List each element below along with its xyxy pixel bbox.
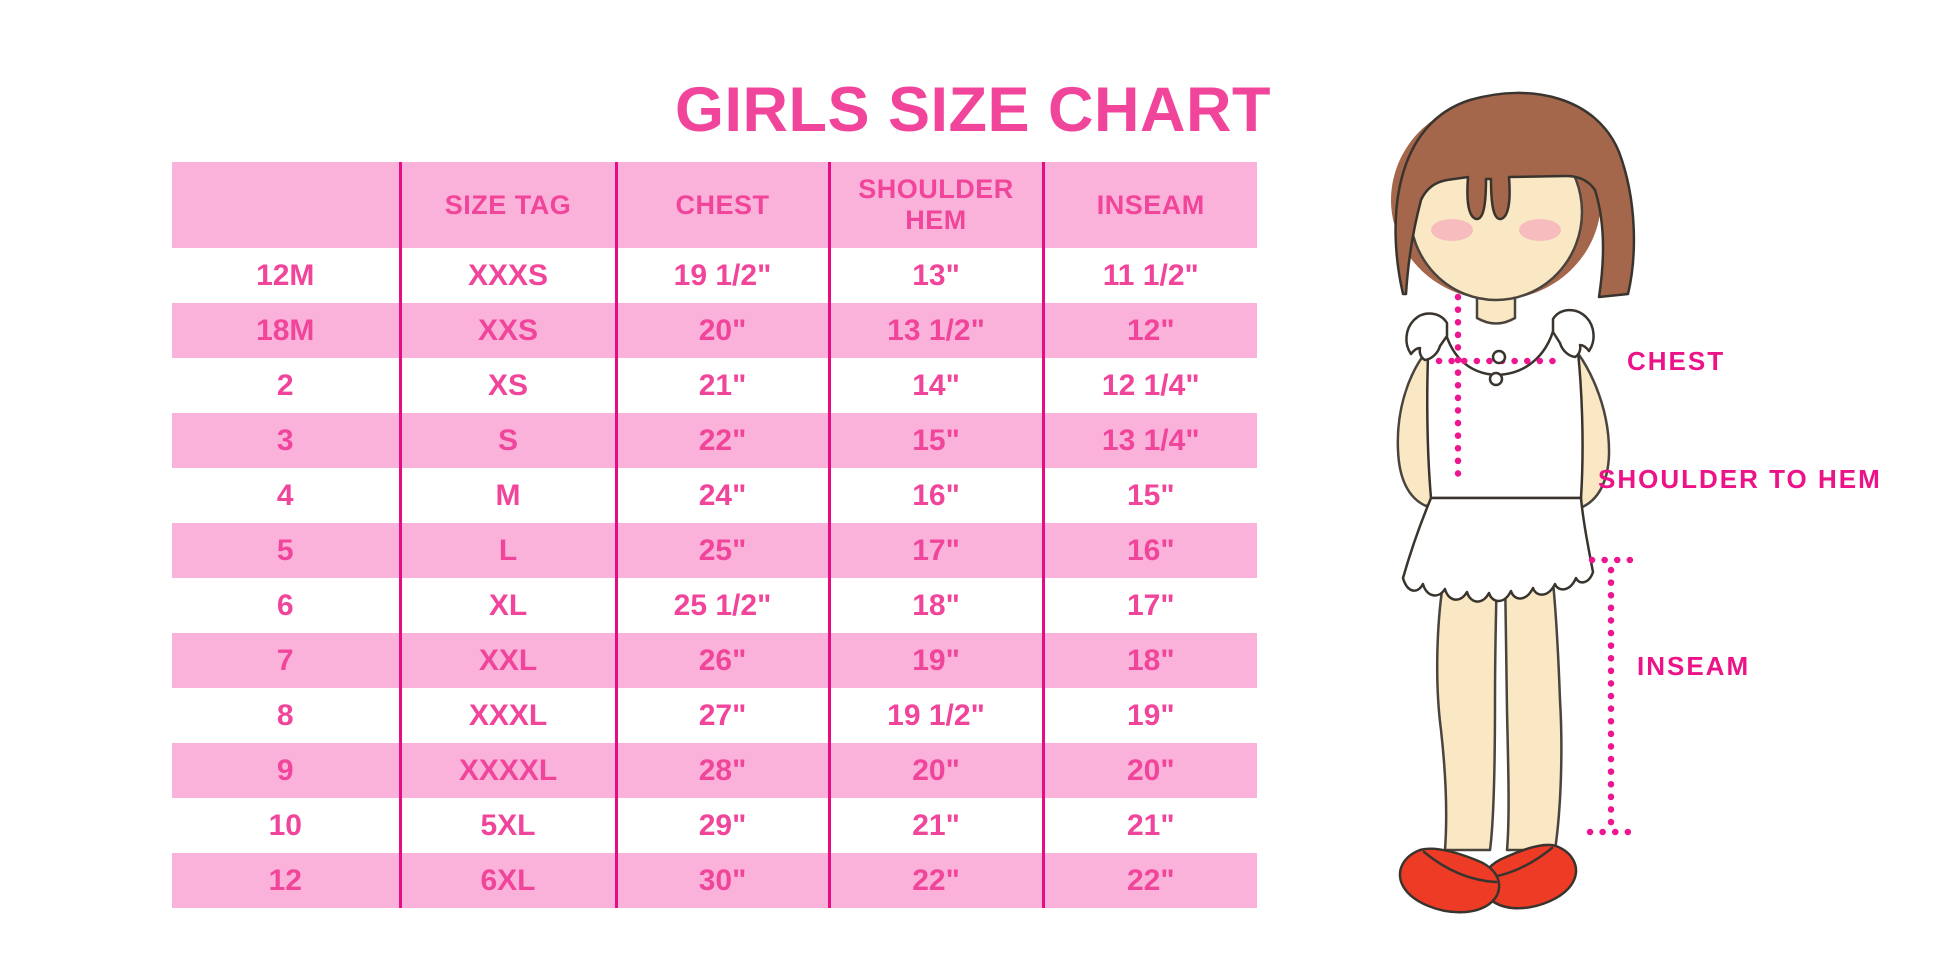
table-row: 7 XXL 26" 19" 18" bbox=[172, 633, 1257, 688]
cell-shoulder-hem: 17" bbox=[829, 523, 1045, 578]
cell-chest: 19 1/2" bbox=[616, 248, 831, 303]
leg-right bbox=[1503, 570, 1563, 852]
leg-left bbox=[1435, 570, 1499, 852]
table-row: 2 XS 21" 14" 12 1/4" bbox=[172, 358, 1257, 413]
bodice bbox=[1426, 317, 1584, 500]
cell-size: 3 bbox=[172, 413, 402, 468]
shoulder-to-hem-label: SHOULDER TO HEM bbox=[1598, 464, 1882, 494]
cell-size-tag: 6XL bbox=[400, 853, 618, 908]
cell-inseam: 19" bbox=[1126, 698, 1175, 732]
cell-inseam: 20" bbox=[1126, 753, 1175, 787]
inseam-label: INSEAM bbox=[1637, 651, 1750, 681]
table-header-row: SIZE TAG CHEST SHOULDER HEM INSEAM bbox=[172, 162, 1257, 248]
table-row: 18M XXS 20" 13 1/2" 12" bbox=[172, 303, 1257, 358]
skirt bbox=[1401, 496, 1595, 603]
table-row: 5 L 25" 17" 16" bbox=[172, 523, 1257, 578]
cell-chest: 27" bbox=[616, 688, 831, 743]
chest-label: CHEST bbox=[1627, 346, 1725, 376]
table-row: 3 S 22" 15" 13 1/4" bbox=[172, 413, 1257, 468]
cell-chest: 20" bbox=[616, 303, 831, 358]
cell-shoulder-hem: 14" bbox=[829, 358, 1045, 413]
size-chart-table: SIZE TAG CHEST SHOULDER HEM INSEAM 12M X… bbox=[172, 162, 1257, 908]
cell-size-tag: S bbox=[400, 413, 618, 468]
cell-chest: 22" bbox=[616, 413, 831, 468]
blush-right-cheek bbox=[1519, 219, 1561, 241]
cell-shoulder-hem: 19" bbox=[829, 633, 1045, 688]
cell-size-tag: XXXS bbox=[400, 248, 618, 303]
cell-inseam: 22" bbox=[1126, 863, 1175, 897]
header-cell-inseam: INSEAM bbox=[1096, 189, 1205, 220]
cell-size: 10 bbox=[172, 798, 402, 853]
table-row: 12M XXXS 19 1/2" 13" 11 1/2" bbox=[172, 248, 1257, 303]
cell-chest: 25" bbox=[616, 523, 831, 578]
cell-shoulder-hem: 16" bbox=[829, 468, 1045, 523]
cell-size-tag: XXXXL bbox=[400, 743, 618, 798]
table-row: 4 M 24" 16" 15" bbox=[172, 468, 1257, 523]
cell-size: 12M bbox=[172, 248, 402, 303]
cell-inseam: 11 1/2" bbox=[1102, 258, 1199, 292]
cell-shoulder-hem: 18" bbox=[829, 578, 1045, 633]
cell-size-tag: XXXL bbox=[400, 688, 618, 743]
button-bottom bbox=[1488, 371, 1504, 387]
cell-shoulder-hem: 21" bbox=[829, 798, 1045, 853]
cell-shoulder-hem: 20" bbox=[829, 743, 1045, 798]
header-cell-size-tag: SIZE TAG bbox=[400, 162, 618, 248]
header-cell-size bbox=[172, 162, 402, 248]
header-cell-shoulder-hem: SHOULDER HEM bbox=[829, 162, 1045, 248]
page-title: GIRLS SIZE CHART bbox=[674, 75, 1271, 146]
ruffle-left-shoulder bbox=[1405, 312, 1449, 362]
cell-size: 6 bbox=[172, 578, 402, 633]
cell-inseam: 16" bbox=[1126, 533, 1175, 567]
cell-chest: 25 1/2" bbox=[616, 578, 831, 633]
cell-size: 2 bbox=[172, 358, 402, 413]
cell-chest: 24" bbox=[616, 468, 831, 523]
cell-inseam: 15" bbox=[1126, 478, 1175, 512]
cell-shoulder-hem: 19 1/2" bbox=[829, 688, 1045, 743]
cell-chest: 29" bbox=[616, 798, 831, 853]
cell-size: 18M bbox=[172, 303, 402, 358]
cell-inseam: 12 1/4" bbox=[1101, 368, 1200, 402]
cell-size-tag: M bbox=[400, 468, 618, 523]
shoe-left bbox=[1398, 847, 1501, 914]
header-cell-chest: CHEST bbox=[616, 162, 831, 248]
blush-left-cheek bbox=[1431, 219, 1473, 241]
cell-inseam: 13 1/4" bbox=[1101, 423, 1200, 457]
cell-size-tag: L bbox=[400, 523, 618, 578]
cell-inseam: 12" bbox=[1126, 313, 1175, 347]
cell-chest: 28" bbox=[616, 743, 831, 798]
button-top bbox=[1491, 349, 1507, 365]
cell-size: 5 bbox=[172, 523, 402, 578]
cell-size-tag: XS bbox=[400, 358, 618, 413]
cell-inseam: 21" bbox=[1126, 808, 1175, 842]
cell-chest: 21" bbox=[616, 358, 831, 413]
cell-chest: 30" bbox=[616, 853, 831, 908]
table-row: 10 5XL 29" 21" 21" bbox=[172, 798, 1257, 853]
cell-size: 12 bbox=[172, 853, 402, 908]
cell-size-tag: XXL bbox=[400, 633, 618, 688]
cell-size: 4 bbox=[172, 468, 402, 523]
table-row: 12 6XL 30" 22" 22" bbox=[172, 853, 1257, 908]
cell-inseam: 17" bbox=[1126, 588, 1175, 622]
cell-chest: 26" bbox=[616, 633, 831, 688]
girl-measurement-illustration: CHEST SHOULDER TO HEM INSEAM bbox=[1391, 91, 1882, 914]
cell-shoulder-hem: 13 1/2" bbox=[829, 303, 1045, 358]
cell-shoulder-hem: 22" bbox=[829, 853, 1045, 908]
cell-shoulder-hem: 13" bbox=[829, 248, 1045, 303]
table-row: 8 XXXL 27" 19 1/2" 19" bbox=[172, 688, 1257, 743]
table-row: 6 XL 25 1/2" 18" 17" bbox=[172, 578, 1257, 633]
cell-size: 9 bbox=[172, 743, 402, 798]
hair-front bbox=[1394, 91, 1636, 299]
ruffle-right-shoulder bbox=[1551, 308, 1595, 359]
cell-size: 8 bbox=[172, 688, 402, 743]
table-row: 9 XXXXL 28" 20" 20" bbox=[172, 743, 1257, 798]
cell-size-tag: 5XL bbox=[400, 798, 618, 853]
cell-inseam: 18" bbox=[1126, 643, 1175, 677]
cell-size-tag: XXS bbox=[400, 303, 618, 358]
cell-size: 7 bbox=[172, 633, 402, 688]
cell-shoulder-hem: 15" bbox=[829, 413, 1045, 468]
cell-size-tag: XL bbox=[400, 578, 618, 633]
